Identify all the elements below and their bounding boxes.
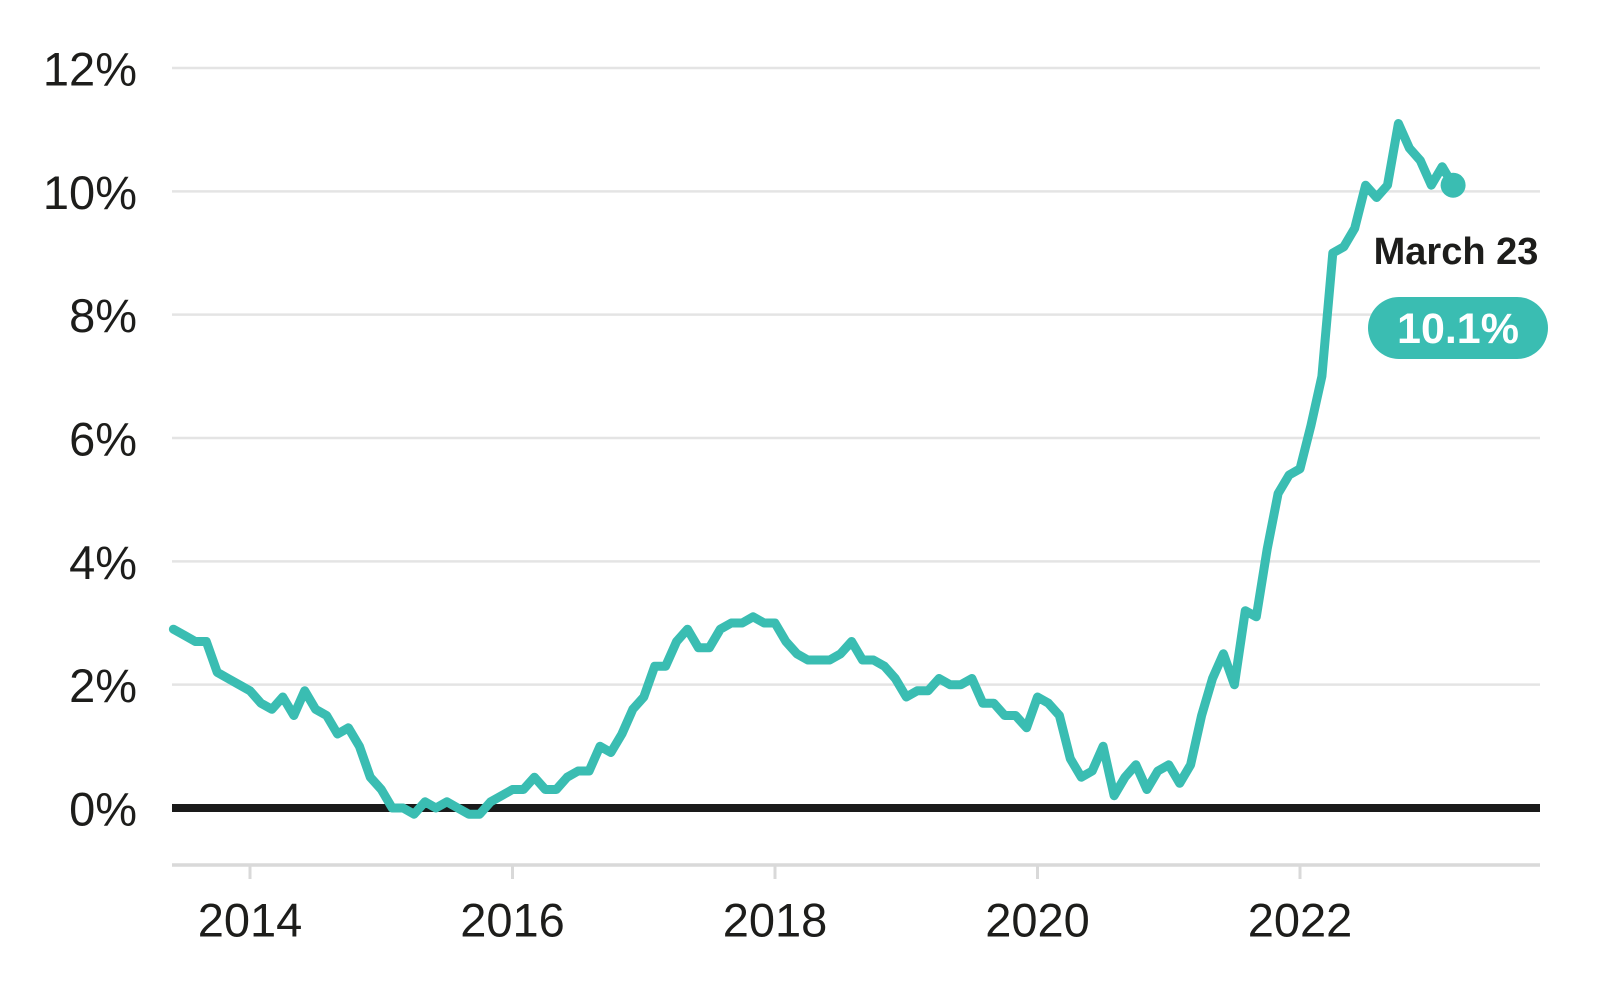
latest-point-dot [1440,172,1466,198]
x-tick-label: 2018 [723,894,828,947]
y-axis-labels: 0% 2% 4% 6% 8% 10% 12% [43,43,137,836]
y-tick-label: 12% [43,43,137,96]
value-badge-background [1368,297,1548,359]
y-tick-label: 10% [43,166,137,219]
x-tick-label: 2022 [1248,894,1353,947]
y-tick-label: 8% [69,289,137,342]
x-axis-labels: 2014 2016 2018 2020 2022 [198,865,1353,947]
y-tick-label: 6% [69,413,137,466]
value-badge: 10.1% [1368,297,1548,359]
y-tick-label: 0% [69,783,137,836]
x-tick-label: 2014 [198,894,303,947]
data-line [168,119,1458,819]
gridlines-layer [172,66,1540,812]
y-tick-label: 2% [69,659,137,712]
x-tick-label: 2020 [985,894,1090,947]
y-tick-label: 4% [69,536,137,589]
value-badge-label: 10.1% [1397,305,1519,353]
annotation-date-label: March 23 [1374,231,1539,273]
x-tick-label: 2016 [460,894,565,947]
